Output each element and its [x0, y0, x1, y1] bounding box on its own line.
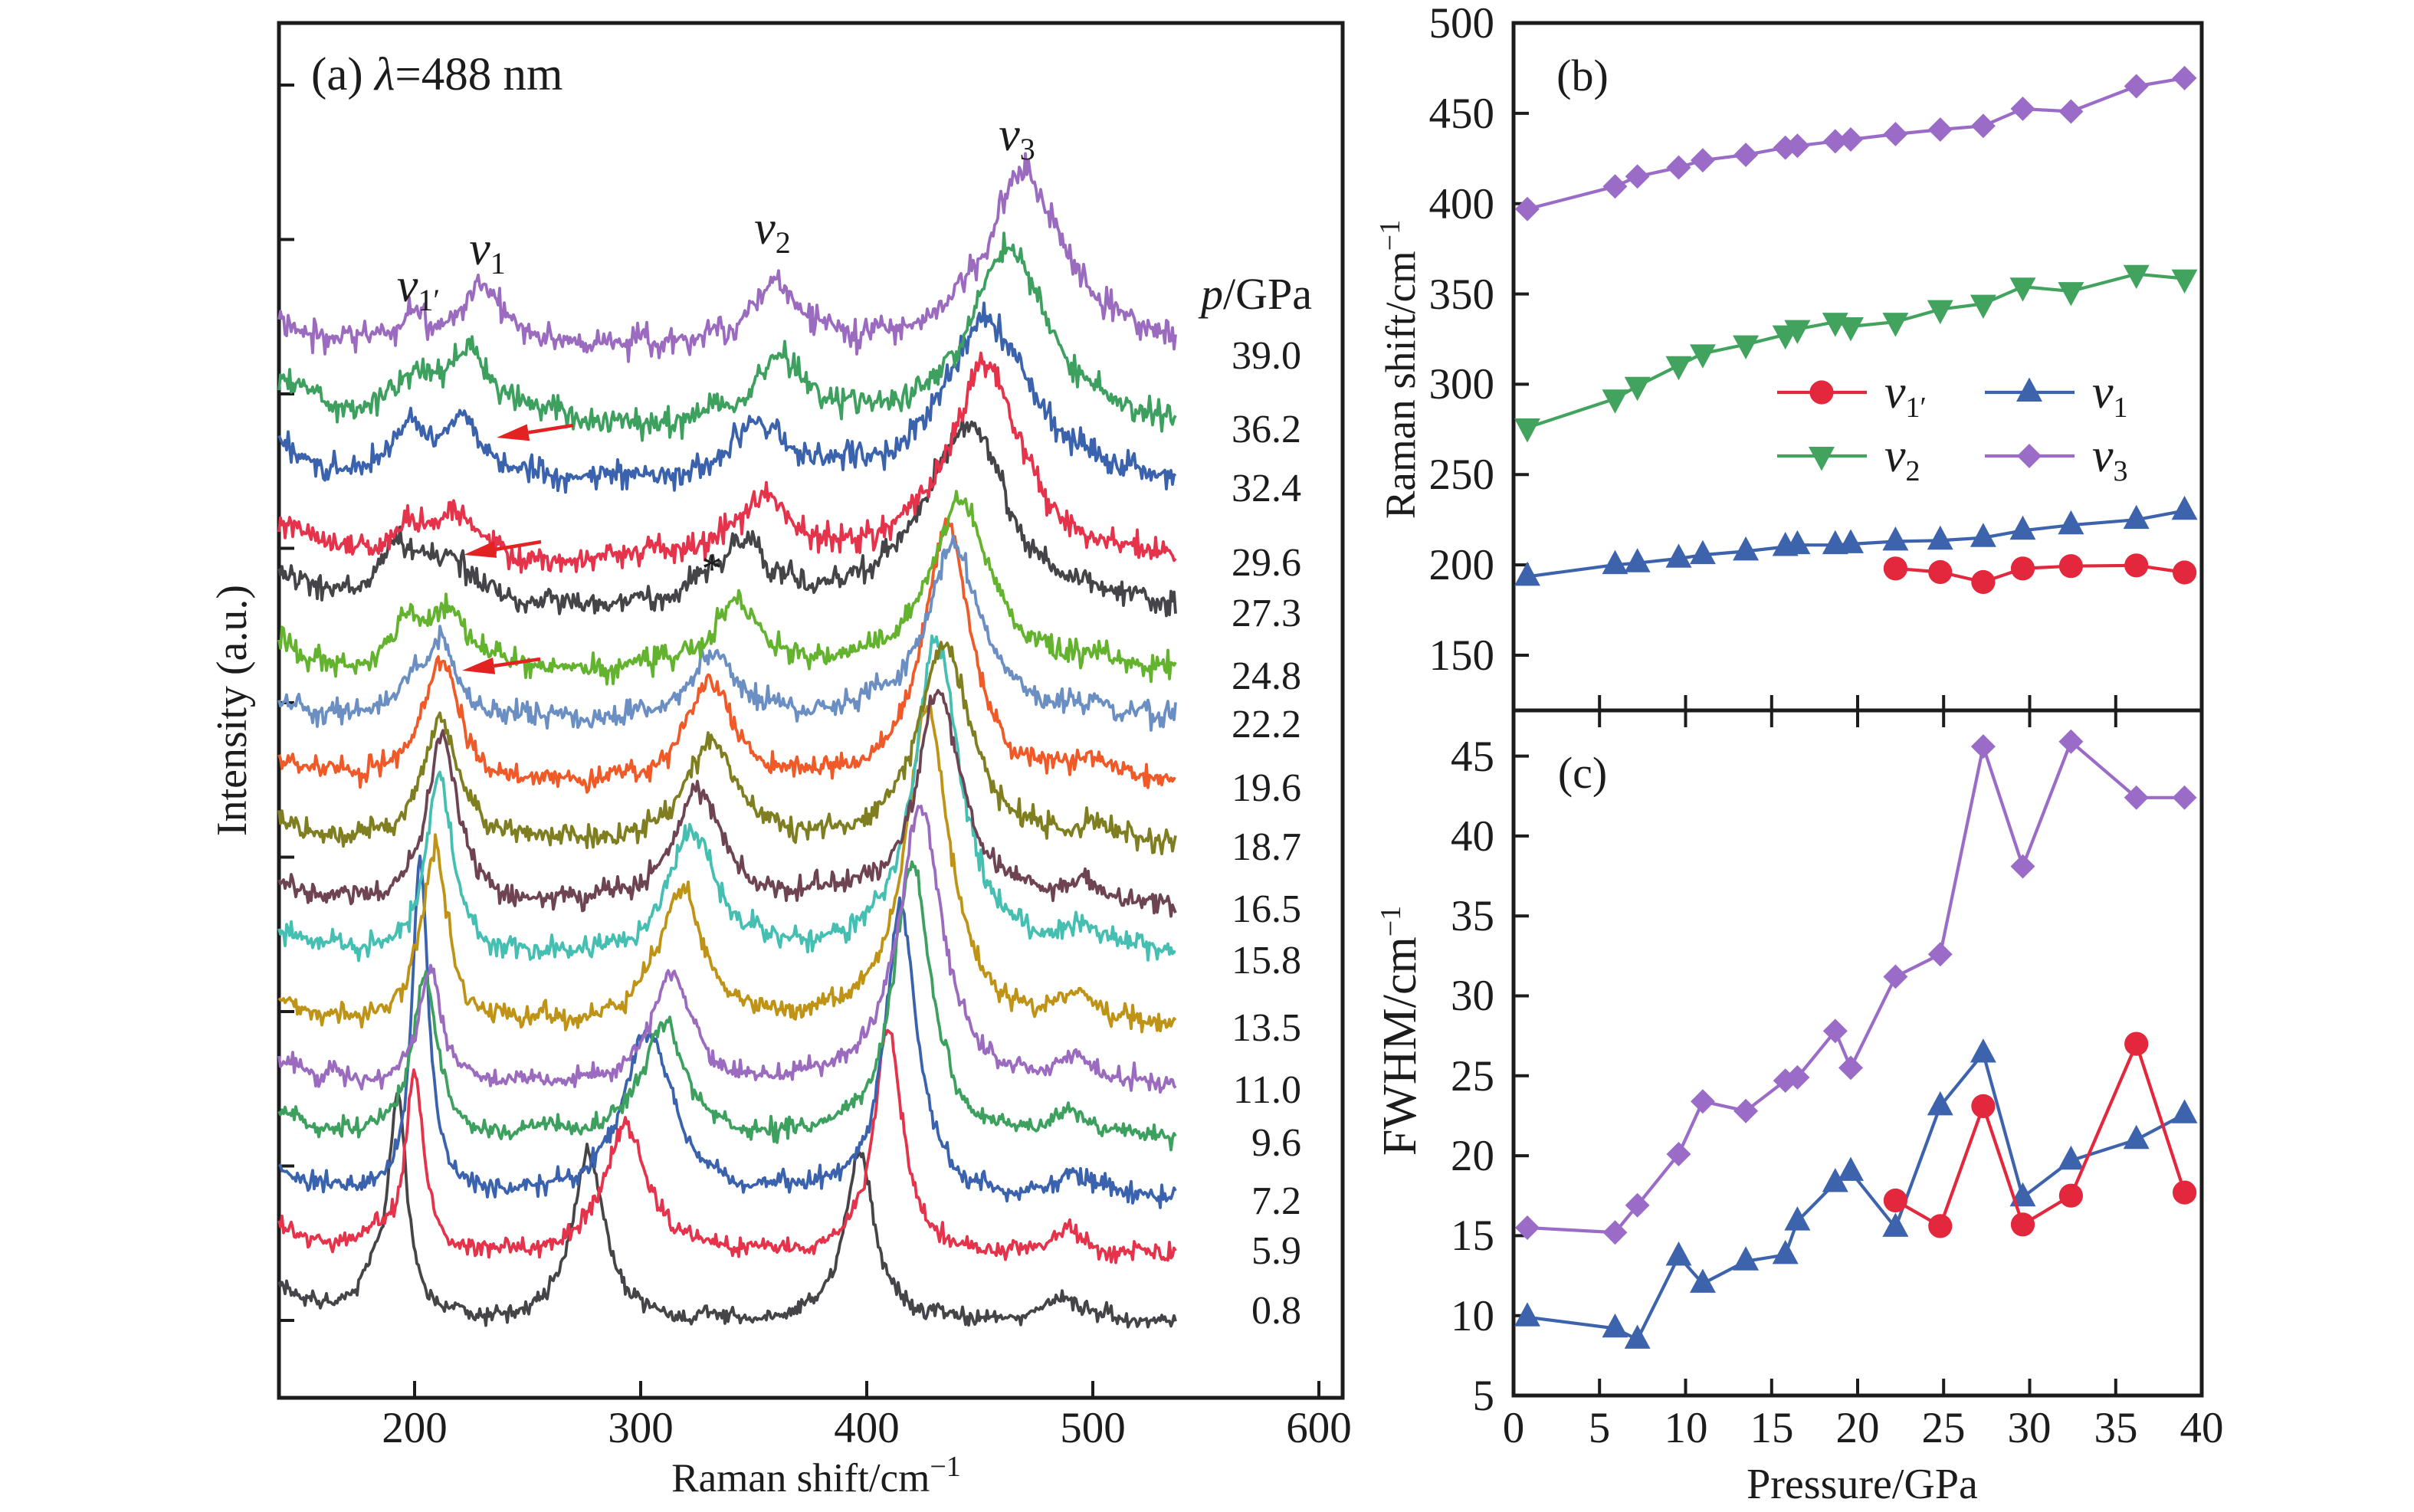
svg-text:400: 400 [1429, 180, 1495, 228]
svg-text:10: 10 [1451, 1292, 1494, 1340]
svg-text:15: 15 [1451, 1212, 1494, 1260]
svg-text:24.8: 24.8 [1232, 654, 1301, 698]
svg-text:300: 300 [1429, 360, 1495, 408]
svg-text:Raman shift/cm−1: Raman shift/cm−1 [671, 1451, 961, 1501]
svg-text:(b): (b) [1556, 51, 1609, 100]
svg-text:v3: v3 [999, 109, 1035, 166]
svg-text:35: 35 [2094, 1404, 2138, 1452]
svg-text:Pressure/GPa: Pressure/GPa [1747, 1461, 1978, 1508]
svg-text:36.2: 36.2 [1232, 408, 1301, 451]
svg-text:v1′: v1′ [1884, 366, 1927, 424]
svg-text:250: 250 [1429, 451, 1495, 499]
svg-text:v2: v2 [1884, 430, 1920, 487]
svg-text:200: 200 [382, 1404, 448, 1452]
svg-text:*: * [702, 546, 723, 592]
svg-text:(c): (c) [1558, 748, 1607, 798]
svg-text:7.2: 7.2 [1251, 1179, 1301, 1223]
svg-text:18.7: 18.7 [1232, 825, 1301, 869]
svg-text:35: 35 [1451, 892, 1494, 940]
svg-text:45: 45 [1451, 733, 1494, 781]
svg-text:9.6: 9.6 [1251, 1121, 1301, 1165]
svg-text:v2: v2 [754, 202, 791, 260]
svg-text:27.3: 27.3 [1232, 592, 1301, 635]
svg-text:10: 10 [1665, 1404, 1708, 1452]
svg-text:15.8: 15.8 [1232, 939, 1301, 982]
svg-text:32.4: 32.4 [1232, 467, 1301, 510]
svg-text:Raman shift/cm−1: Raman shift/cm−1 [1374, 220, 1424, 519]
svg-text:400: 400 [834, 1404, 900, 1452]
svg-text:19.6: 19.6 [1232, 766, 1301, 810]
svg-text:20: 20 [1836, 1404, 1880, 1452]
svg-text:v1: v1 [2092, 366, 2128, 424]
svg-text:30: 30 [1451, 972, 1494, 1020]
svg-text:25: 25 [1451, 1052, 1494, 1100]
svg-text:11.0: 11.0 [1233, 1068, 1301, 1112]
svg-text:16.5: 16.5 [1232, 887, 1301, 931]
svg-text:13.5: 13.5 [1232, 1006, 1301, 1050]
svg-text:0: 0 [1503, 1404, 1525, 1452]
svg-text:29.6: 29.6 [1232, 541, 1301, 585]
svg-text:5: 5 [1473, 1372, 1495, 1420]
svg-text:500: 500 [1429, 0, 1495, 48]
svg-text:150: 150 [1429, 631, 1495, 680]
svg-text:39.0: 39.0 [1232, 334, 1301, 378]
svg-text:5: 5 [1589, 1404, 1611, 1452]
svg-text:0.8: 0.8 [1251, 1289, 1301, 1333]
svg-text:5.9: 5.9 [1251, 1229, 1301, 1273]
svg-text:(a) λ=488 nm: (a) λ=488 nm [311, 49, 563, 100]
svg-text:600: 600 [1286, 1404, 1352, 1452]
svg-text:v1′: v1′ [397, 260, 440, 317]
svg-text:500: 500 [1060, 1404, 1126, 1452]
svg-text:200: 200 [1429, 541, 1495, 589]
svg-text:20: 20 [1451, 1132, 1494, 1180]
svg-text:350: 350 [1429, 271, 1495, 319]
svg-text:22.2: 22.2 [1232, 703, 1301, 746]
svg-text:25: 25 [1922, 1404, 1966, 1452]
svg-text:v1: v1 [469, 223, 506, 280]
svg-text:FWHM/cm−1: FWHM/cm−1 [1374, 906, 1426, 1156]
svg-text:Intensity (a.u.): Intensity (a.u.) [208, 585, 256, 836]
svg-text:v3: v3 [2092, 430, 2128, 487]
svg-text:30: 30 [2008, 1404, 2052, 1452]
svg-text:15: 15 [1750, 1404, 1794, 1452]
svg-text:p/GPa: p/GPa [1198, 269, 1312, 319]
svg-text:300: 300 [608, 1404, 674, 1452]
svg-text:40: 40 [1451, 812, 1494, 861]
svg-text:450: 450 [1429, 90, 1495, 138]
svg-text:40: 40 [2180, 1404, 2224, 1452]
